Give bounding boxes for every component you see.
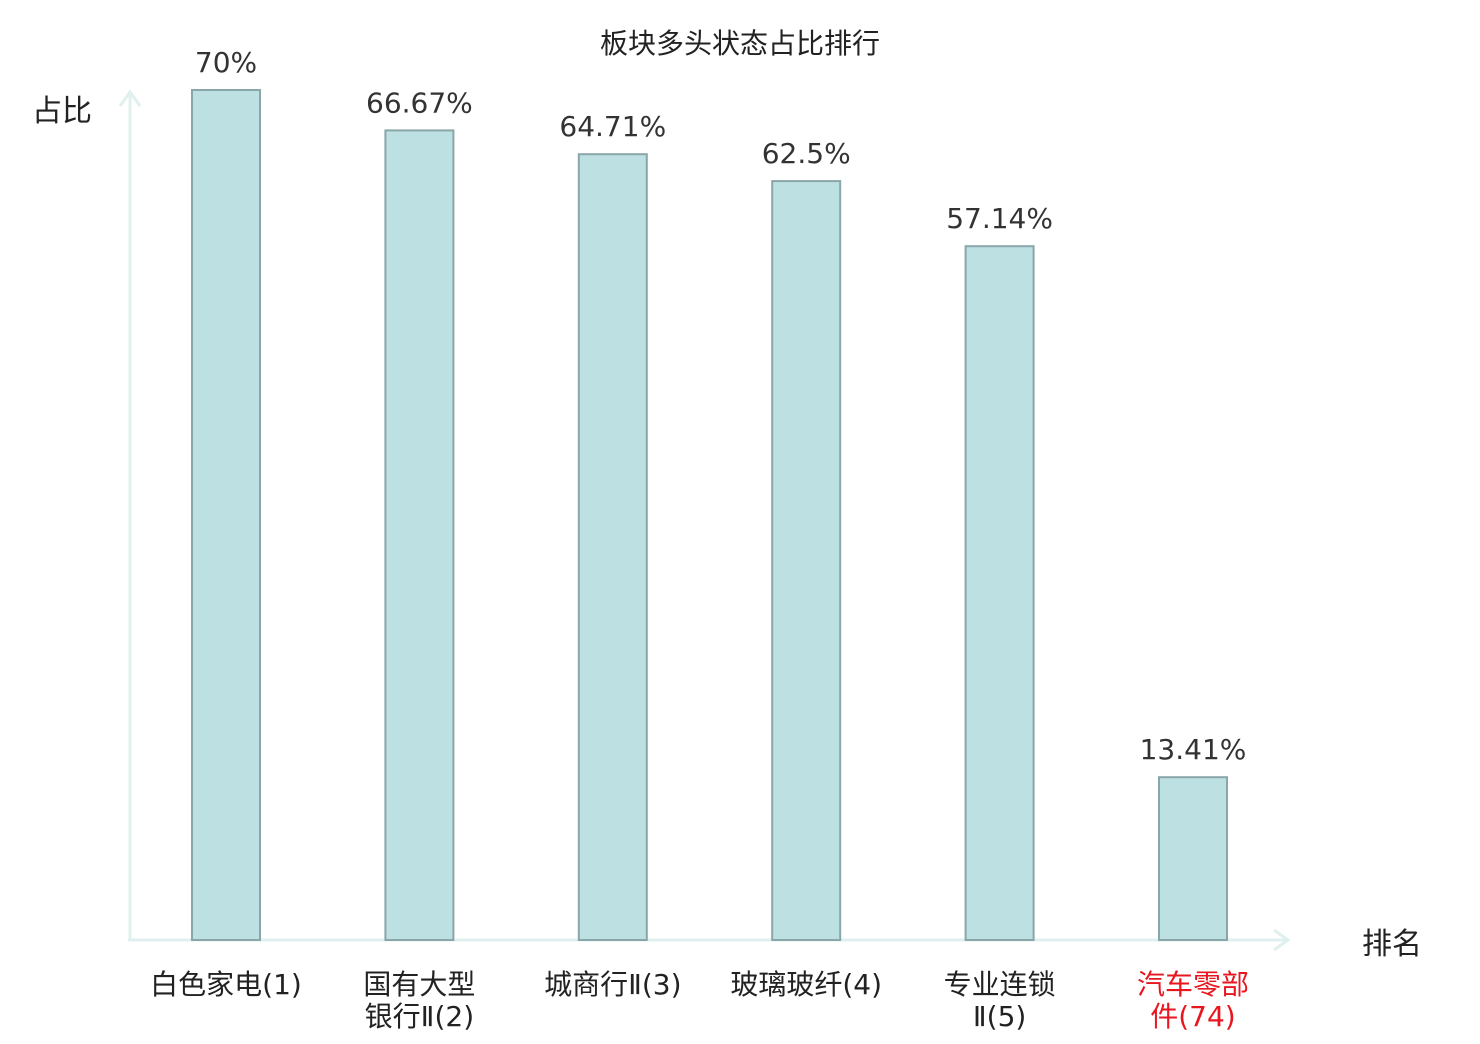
bar [577,153,648,941]
bar [1158,776,1228,942]
bar [964,245,1035,941]
category-label-line: 专业连锁 [944,968,1056,1001]
value-labels-group: 70% 66.67% 64.71% 62.5% 57.14% 13.41% [195,46,1247,766]
category-label: 专业连锁 Ⅱ(5) [944,968,1056,1033]
category-label-line: 玻璃玻纤(4) [730,968,882,1001]
value-label: 57.14% [946,202,1053,235]
bars-group [191,89,1228,942]
value-label: 70% [195,46,257,79]
y-axis-arrow-icon [118,89,142,107]
category-label-line: 城商行Ⅱ(3) [544,968,681,1001]
category-label-line: 国有大型 [363,968,475,1001]
category-label-line: 银行Ⅱ(2) [365,1000,474,1033]
y-axis-label: 占比 [32,94,92,129]
chart-title: 板块多头状态占比排行 [600,27,880,60]
category-label-line: 汽车零部 [1137,968,1249,1001]
category-label: 白色家电(1) [150,968,302,1001]
value-label: 62.5% [762,137,851,170]
value-label: 13.41% [1140,733,1247,766]
bar [191,89,261,941]
category-labels-group: 白色家电(1) 国有大型银行Ⅱ(2) 城商行Ⅱ(3) 玻璃玻纤(4) 专业连锁 Ⅱ(5) 汽… [150,968,1249,1033]
category-label: 国有大型银行Ⅱ(2) [363,968,475,1033]
category-label: 城商行Ⅱ(3) [544,968,681,1001]
bar [771,180,842,942]
value-label: 64.71% [559,110,666,143]
category-label-line: Ⅱ(5) [973,1000,1026,1033]
category-label-line: 件(74) [1150,1000,1235,1033]
category-label: 汽车零部件(74) [1137,968,1249,1033]
category-label: 玻璃玻纤(4) [730,968,882,1001]
x-axis-label: 排名 [1362,927,1422,962]
category-label-line: 白色家电(1) [150,968,302,1001]
bar [384,129,455,941]
value-label: 66.67% [366,86,473,119]
x-axis-arrow-icon [1273,928,1291,952]
